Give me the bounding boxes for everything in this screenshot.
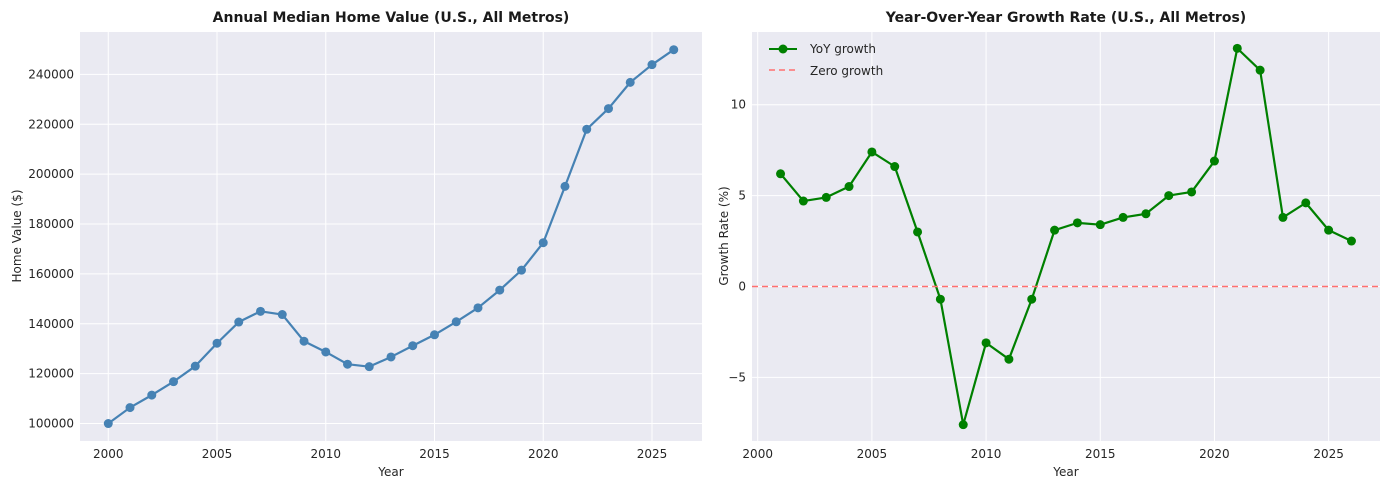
yoy-growth-data-point	[1278, 212, 1288, 222]
yoy-growth-plot-area	[752, 32, 1380, 441]
home-value-data-point	[560, 181, 570, 191]
yoy-growth-data-point	[1141, 209, 1151, 219]
yoy-growth-data-point	[913, 227, 923, 237]
yoy-growth-data-point	[798, 196, 808, 206]
home-value-x-tick-label: 2020	[528, 447, 559, 461]
yoy-growth-data-point	[981, 338, 991, 348]
home-value-data-point	[234, 317, 244, 327]
yoy-growth-data-point	[1027, 294, 1037, 304]
home-value-plot-area	[80, 32, 702, 441]
home-value-data-point	[125, 403, 135, 413]
yoy-growth-data-point	[1324, 225, 1334, 235]
yoy-growth-data-point	[1164, 191, 1174, 201]
home-value-data-point	[516, 265, 526, 275]
yoy-growth-data-point	[1232, 43, 1242, 53]
home-value-x-tick-label: 2015	[419, 447, 450, 461]
yoy-growth-data-point	[1301, 198, 1311, 208]
yoy-growth-data-point	[844, 182, 854, 192]
yoy-growth-series	[752, 43, 1380, 430]
yoy-growth-tick-labels: 2000 2005 2010 2015 2020 2025 −5 0 5 10	[728, 98, 1344, 461]
yoy-growth-x-tick-label: 2025	[1313, 447, 1344, 461]
yoy-growth-x-axis-label: Year	[1052, 465, 1078, 479]
home-value-data-point	[256, 306, 266, 316]
home-value-x-tick-label: 2000	[93, 447, 124, 461]
yoy-growth-series-line	[779, 47, 1352, 426]
home-value-y-axis-label: Home Value ($)	[10, 189, 24, 282]
yoy-growth-data-point	[867, 147, 877, 157]
yoy-growth-x-tick-label: 2015	[1085, 447, 1116, 461]
home-value-y-tick-label: 100000	[28, 417, 74, 431]
yoy-growth-data-point	[776, 169, 786, 179]
yoy-growth-data-point	[1072, 218, 1082, 228]
home-value-y-tick-label: 220000	[28, 117, 74, 131]
yoy-growth-data-point	[1209, 156, 1219, 166]
home-value-tick-labels: 2000 2005 2010 2015 2020 2025 100000 120000 1400…	[28, 67, 667, 461]
home-value-x-axis-label: Year	[377, 465, 403, 479]
yoy-growth-data-point	[1255, 65, 1265, 75]
home-value-data-point	[386, 352, 396, 362]
home-value-y-tick-label: 160000	[28, 267, 74, 281]
yoy-growth-y-tick-label: 0	[738, 279, 746, 293]
home-value-data-point	[669, 45, 679, 55]
yoy-growth-data-point	[935, 294, 945, 304]
legend-zero-growth-label: Zero growth	[810, 64, 883, 78]
legend-yoy-growth-marker	[778, 44, 788, 54]
home-value-series	[103, 45, 679, 429]
home-value-x-tick-label: 2025	[637, 447, 668, 461]
yoy-growth-y-axis-label: Growth Rate (%)	[717, 186, 731, 285]
home-value-data-point	[451, 317, 461, 327]
home-value-data-point	[190, 361, 200, 371]
home-value-data-point	[538, 238, 548, 248]
yoy-growth-x-tick-label: 2005	[857, 447, 888, 461]
yoy-growth-legend: YoY growth Zero growth	[769, 42, 883, 78]
home-value-data-point	[212, 338, 222, 348]
home-value-y-tick-label: 180000	[28, 217, 74, 231]
home-value-data-point	[429, 330, 439, 340]
yoy-growth-data-point	[958, 420, 968, 430]
home-value-data-point	[647, 60, 657, 70]
yoy-growth-x-tick-label: 2000	[742, 447, 773, 461]
home-value-data-point	[473, 303, 483, 313]
yoy-growth-y-tick-label: −5	[728, 370, 746, 384]
yoy-growth-data-point	[1004, 354, 1014, 364]
home-value-data-point	[103, 419, 113, 429]
home-value-data-point	[408, 341, 418, 351]
yoy-growth-x-tick-label: 2020	[1199, 447, 1230, 461]
home-value-y-tick-label: 120000	[28, 367, 74, 381]
home-value-data-point	[364, 362, 374, 372]
home-value-y-tick-label: 200000	[28, 167, 74, 181]
home-value-data-point	[582, 124, 592, 134]
yoy-growth-data-point	[1187, 187, 1197, 197]
home-value-data-point	[299, 336, 309, 346]
yoy-growth-data-point	[1346, 236, 1356, 246]
yoy-growth-x-tick-label: 2010	[971, 447, 1002, 461]
home-value-data-point	[277, 310, 287, 320]
home-value-chart: Annual Median Home Value (U.S., All Metr…	[10, 10, 702, 479]
home-value-y-tick-label: 240000	[28, 67, 74, 81]
yoy-growth-data-point	[1050, 225, 1060, 235]
home-value-x-tick-label: 2010	[310, 447, 341, 461]
home-value-chart-title: Annual Median Home Value (U.S., All Metr…	[213, 10, 570, 26]
yoy-growth-data-point	[821, 192, 831, 202]
yoy-growth-y-tick-label: 5	[738, 189, 746, 203]
yoy-growth-y-tick-label: 10	[731, 98, 746, 112]
home-value-data-point	[625, 77, 635, 87]
yoy-growth-data-point	[890, 162, 900, 172]
yoy-growth-chart-title: Year-Over-Year Growth Rate (U.S., All Me…	[885, 10, 1246, 26]
yoy-growth-data-point	[1118, 212, 1128, 222]
yoy-growth-chart: Year-Over-Year Growth Rate (U.S., All Me…	[717, 10, 1380, 479]
legend-yoy-growth-label: YoY growth	[809, 42, 876, 56]
yoy-growth-data-point	[1095, 220, 1105, 230]
home-value-data-point	[495, 285, 505, 295]
home-value-data-point	[321, 347, 331, 357]
home-value-y-tick-label: 140000	[28, 317, 74, 331]
home-value-x-tick-label: 2005	[202, 447, 233, 461]
home-value-data-point	[169, 377, 179, 387]
home-value-data-point	[603, 104, 613, 114]
home-value-data-point	[343, 359, 353, 369]
home-value-data-point	[147, 390, 157, 400]
